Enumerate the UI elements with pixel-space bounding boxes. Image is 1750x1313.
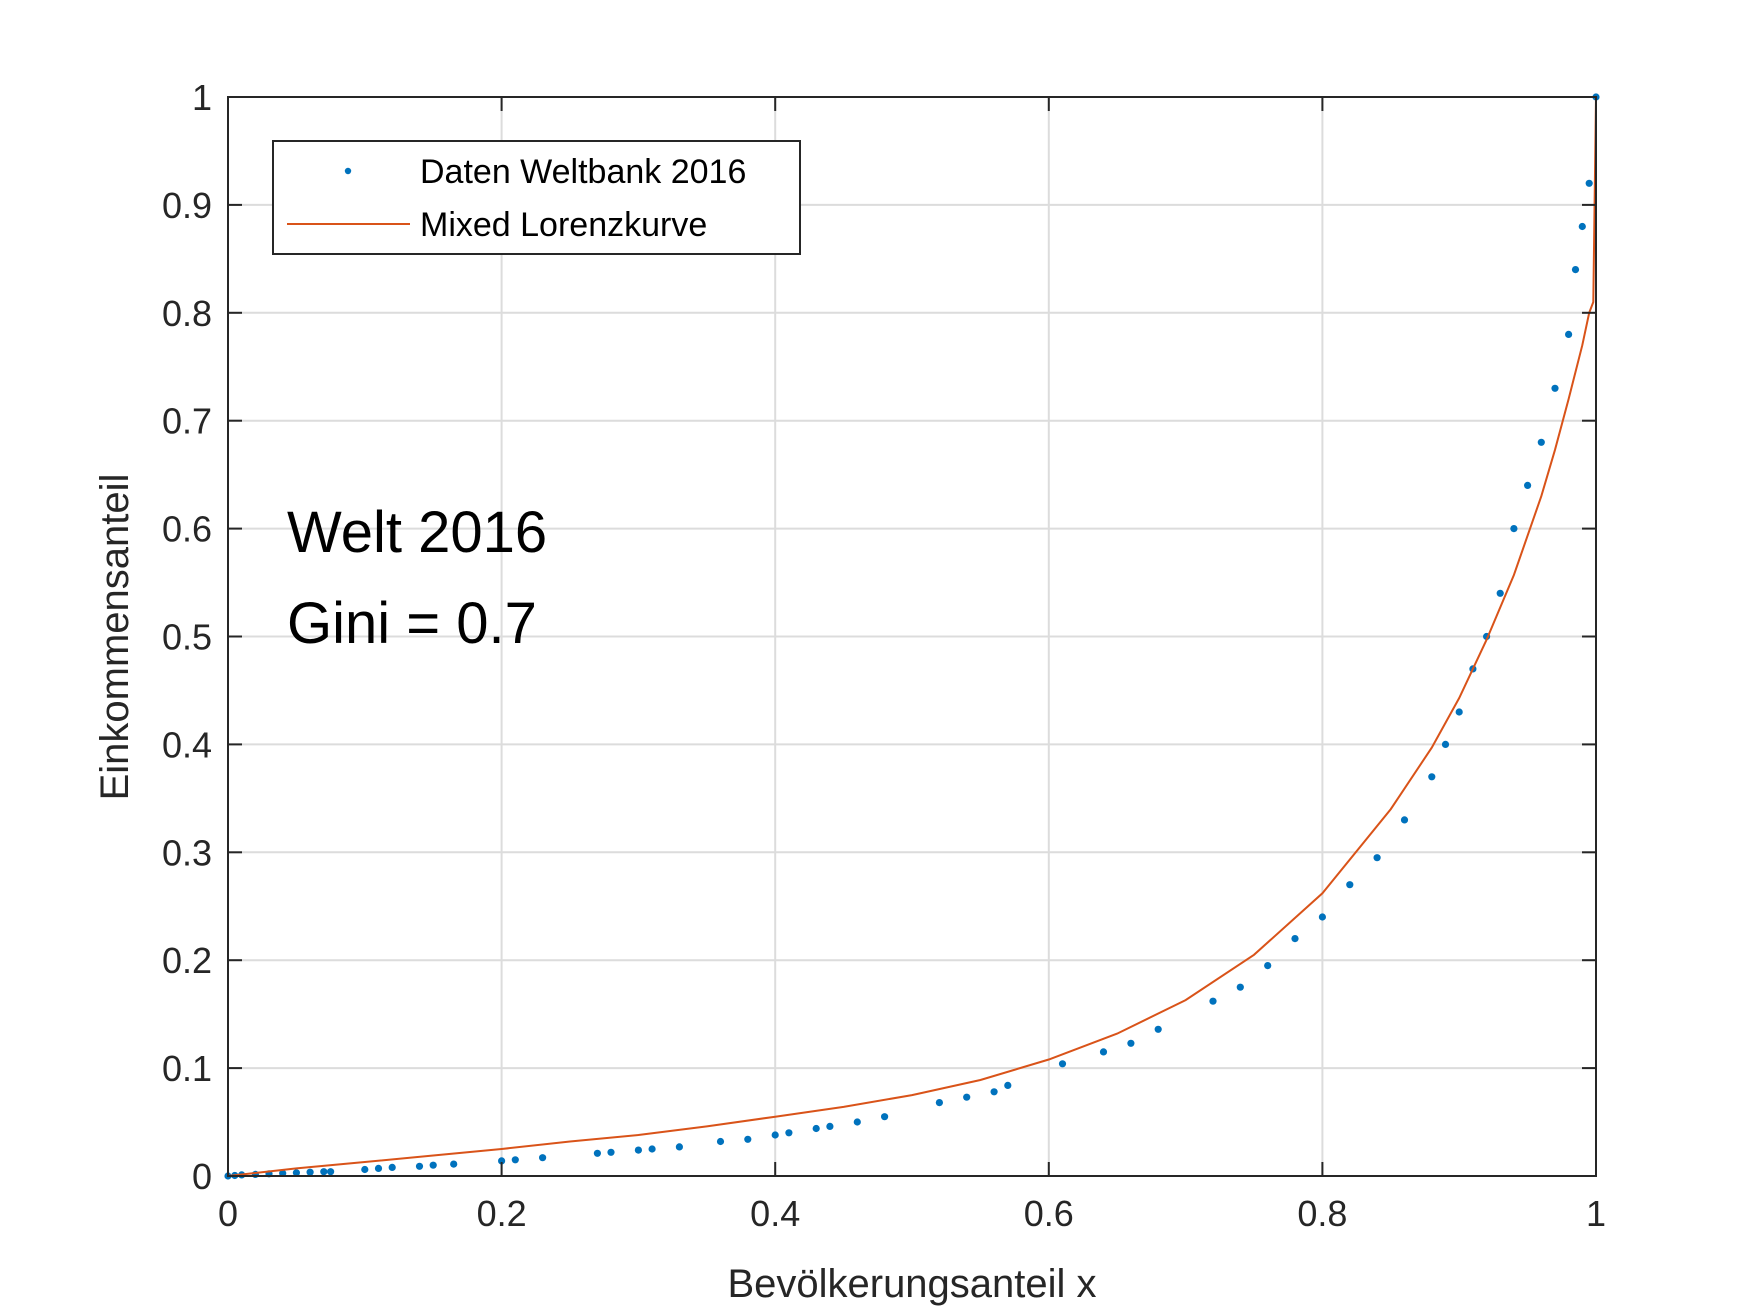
legend-label-data: Daten Weltbank 2016 bbox=[420, 153, 746, 191]
data-point bbox=[415, 1162, 424, 1170]
data-point bbox=[1346, 881, 1354, 889]
data-point bbox=[881, 1113, 889, 1121]
x-tick-label: 0.2 bbox=[477, 1193, 527, 1234]
data-point bbox=[1537, 438, 1545, 446]
data-point bbox=[1441, 740, 1450, 749]
y-tick-label: 0 bbox=[192, 1156, 212, 1197]
y-tick-label: 0.1 bbox=[162, 1048, 212, 1089]
data-point bbox=[1264, 962, 1272, 970]
annotation-title: Welt 2016 bbox=[287, 500, 547, 565]
data-point bbox=[1373, 854, 1381, 862]
data-point bbox=[374, 1164, 383, 1172]
data-point bbox=[1524, 481, 1532, 489]
data-point bbox=[498, 1157, 506, 1165]
x-tick-label: 0 bbox=[218, 1193, 238, 1234]
y-tick-label: 0.7 bbox=[162, 401, 212, 442]
data-point bbox=[1428, 773, 1436, 781]
data-point bbox=[826, 1122, 834, 1130]
y-tick-label: 0.2 bbox=[162, 940, 212, 981]
data-point bbox=[1291, 935, 1299, 943]
data-point bbox=[593, 1149, 602, 1157]
data-point bbox=[990, 1088, 998, 1096]
x-tick-labels: 0 0.2 0.4 0.6 0.8 1 bbox=[218, 1193, 1606, 1234]
data-point bbox=[539, 1154, 547, 1162]
data-point bbox=[1585, 179, 1593, 187]
data-point bbox=[292, 1169, 300, 1177]
data-point bbox=[361, 1165, 369, 1174]
y-tick-label: 1 bbox=[192, 77, 212, 118]
data-point bbox=[853, 1118, 861, 1126]
y-axis-label: Einkommensanteil bbox=[93, 474, 137, 801]
data-point bbox=[429, 1161, 437, 1169]
x-tick-label: 0.4 bbox=[750, 1193, 800, 1234]
y-tick-label: 0.5 bbox=[162, 617, 212, 658]
data-point bbox=[771, 1131, 779, 1139]
data-point bbox=[648, 1145, 656, 1153]
data-point bbox=[1099, 1048, 1108, 1056]
data-point bbox=[1578, 222, 1586, 231]
x-axis-label: Bevölkerungsanteil x bbox=[727, 1262, 1096, 1306]
data-point bbox=[511, 1156, 519, 1164]
data-point bbox=[1400, 816, 1409, 824]
y-tick-label: 0.9 bbox=[162, 185, 212, 226]
data-point bbox=[1318, 913, 1326, 921]
data-point bbox=[1004, 1081, 1012, 1089]
data-point bbox=[327, 1168, 335, 1176]
data-point bbox=[675, 1143, 684, 1151]
data-point bbox=[785, 1129, 793, 1137]
legend-box bbox=[272, 140, 801, 255]
x-tick-label: 1 bbox=[1586, 1193, 1606, 1234]
data-point bbox=[1565, 330, 1573, 338]
series-layer bbox=[224, 93, 1600, 1180]
data-point bbox=[935, 1099, 944, 1107]
data-point bbox=[1127, 1039, 1135, 1047]
data-point bbox=[306, 1168, 314, 1176]
legend-label-curve: Mixed Lorenzkurve bbox=[420, 206, 707, 244]
data-point bbox=[634, 1146, 643, 1154]
data-point bbox=[1455, 708, 1463, 716]
data-point bbox=[1510, 525, 1518, 533]
y-tick-label: 0.3 bbox=[162, 832, 212, 873]
data-point bbox=[744, 1135, 752, 1143]
data-point bbox=[1058, 1060, 1067, 1068]
data-point bbox=[1496, 589, 1504, 597]
data-point bbox=[1571, 266, 1580, 274]
y-tick-label: 0.6 bbox=[162, 509, 212, 550]
data-point bbox=[963, 1093, 971, 1101]
data-point bbox=[607, 1148, 615, 1156]
data-point bbox=[320, 1168, 328, 1176]
data-point bbox=[716, 1137, 725, 1146]
data-point bbox=[1551, 384, 1559, 392]
y-tick-labels: 0 0.1 0.2 0.3 0.4 0.5 0.6 0.7 0.8 0.9 1 bbox=[162, 77, 212, 1197]
axis-ticks bbox=[227, 96, 1597, 1177]
y-tick-label: 0.8 bbox=[162, 293, 212, 334]
data-point bbox=[450, 1160, 458, 1168]
x-tick-label: 0.8 bbox=[1297, 1193, 1347, 1234]
x-tick-label: 0.6 bbox=[1024, 1193, 1074, 1234]
data-point bbox=[1236, 983, 1244, 991]
annotation-gini: Gini = 0.7 bbox=[287, 591, 537, 656]
data-point bbox=[812, 1124, 820, 1133]
data-point bbox=[388, 1163, 396, 1171]
legend-marker-data bbox=[344, 167, 352, 175]
data-point bbox=[1154, 1025, 1162, 1033]
data-point bbox=[1209, 997, 1217, 1005]
lorenz-curve-line bbox=[227, 96, 1597, 1177]
y-tick-label: 0.4 bbox=[162, 724, 212, 765]
legend: Daten Weltbank 2016 Mixed Lorenzkurve bbox=[272, 140, 801, 255]
